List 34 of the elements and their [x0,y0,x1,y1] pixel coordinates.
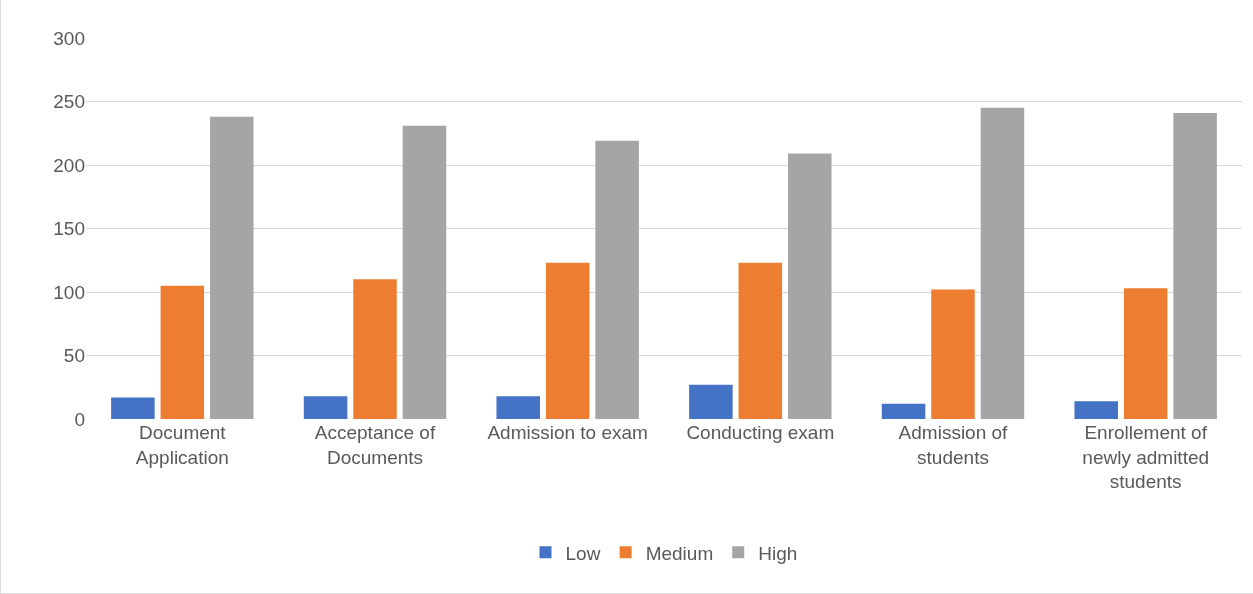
bar [303,396,348,419]
bar [111,397,155,419]
x-tick-label: Admission to exam [487,422,648,443]
legend-label: Low [565,542,601,564]
bar [160,285,205,419]
x-tick-label: Conducting exam [686,422,835,443]
legend-label: High [758,542,798,564]
bar [402,125,447,419]
legend-label: Medium [645,542,714,564]
y-tick-label: 100 [53,281,85,303]
bar [545,262,590,419]
x-tick-label: Document Application [135,422,229,468]
bar [1123,288,1168,419]
bar [595,140,639,419]
y-tick-label: 300 [53,27,85,49]
x-tick-label: Admission of students [898,422,1009,468]
x-tick-label: Enrollement of newly admitted students [1082,422,1210,493]
y-tick-label: 250 [53,91,85,113]
bar [210,116,254,419]
bar [881,403,926,419]
bar [980,107,1025,419]
bar [1173,112,1217,419]
y-tick-label: 0 [74,408,85,430]
bar [788,153,832,419]
bar [496,396,540,419]
y-tick-label: 150 [53,218,85,240]
x-tick-label: Acceptance of Documents [314,422,436,468]
bar [738,262,783,419]
bar [689,384,733,419]
bar [1074,401,1118,419]
bar [353,279,397,419]
y-tick-label: 50 [63,345,85,367]
bar [931,289,975,419]
y-tick-label: 200 [53,154,85,176]
